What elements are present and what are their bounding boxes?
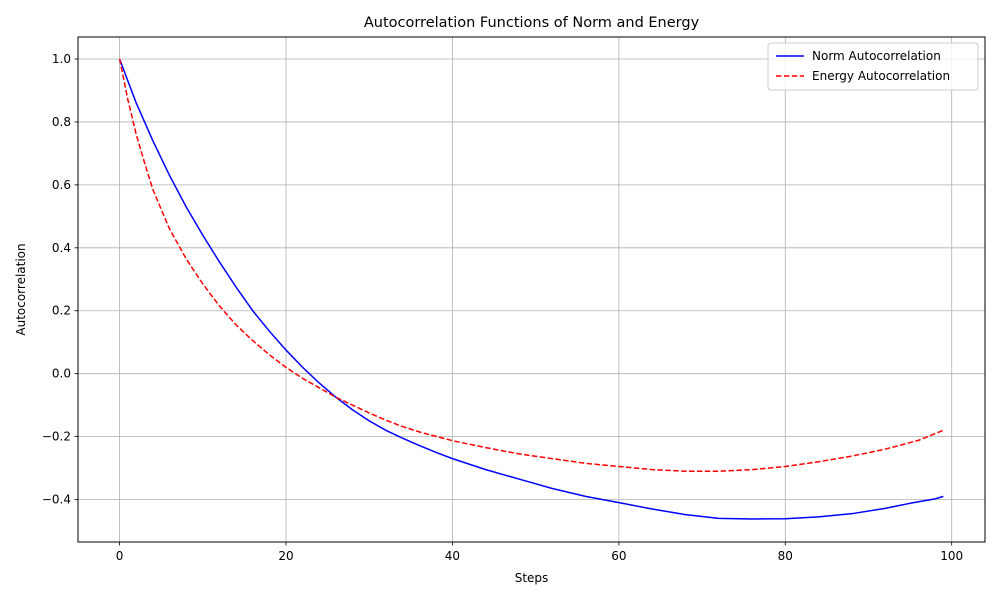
legend-label-energy: Energy Autocorrelation	[812, 69, 950, 83]
y-tick-label: −0.2	[42, 430, 71, 444]
axis-ticks: 0 20 40 60 80 100 −0.4 −0.2 0.0 0.2 0.4 0.6 0.8 1.0	[42, 52, 963, 563]
y-tick-label: 0.4	[52, 241, 71, 255]
grid-lines	[78, 37, 985, 542]
legend-label-norm: Norm Autocorrelation	[812, 49, 941, 63]
x-tick-label: 0	[116, 549, 124, 563]
legend-box	[767, 42, 979, 91]
y-tick-label: 0.0	[52, 367, 71, 381]
x-tick-label: 80	[778, 549, 793, 563]
chart-title: Autocorrelation Functions of Norm and En…	[364, 15, 700, 31]
x-tick-label: 40	[445, 549, 460, 563]
y-axis-label: Autocorrelation	[14, 243, 28, 335]
y-tick-label: 1.0	[52, 52, 71, 66]
y-tick-label: 0.2	[52, 304, 71, 318]
y-tick-label: 0.6	[52, 178, 71, 192]
series-line-norm	[118, 58, 944, 520]
y-tick-label: −0.4	[42, 493, 71, 507]
plot-area-frame	[77, 36, 986, 543]
legend: Norm Autocorrelation Energy Autocorrelat…	[767, 42, 979, 91]
y-tick-label: 0.8	[52, 115, 71, 129]
x-tick-label: 60	[611, 549, 626, 563]
x-tick-label: 100	[940, 549, 963, 563]
x-tick-label: 20	[278, 549, 293, 563]
x-axis-label: Steps	[515, 571, 549, 585]
series-lines	[118, 58, 944, 520]
